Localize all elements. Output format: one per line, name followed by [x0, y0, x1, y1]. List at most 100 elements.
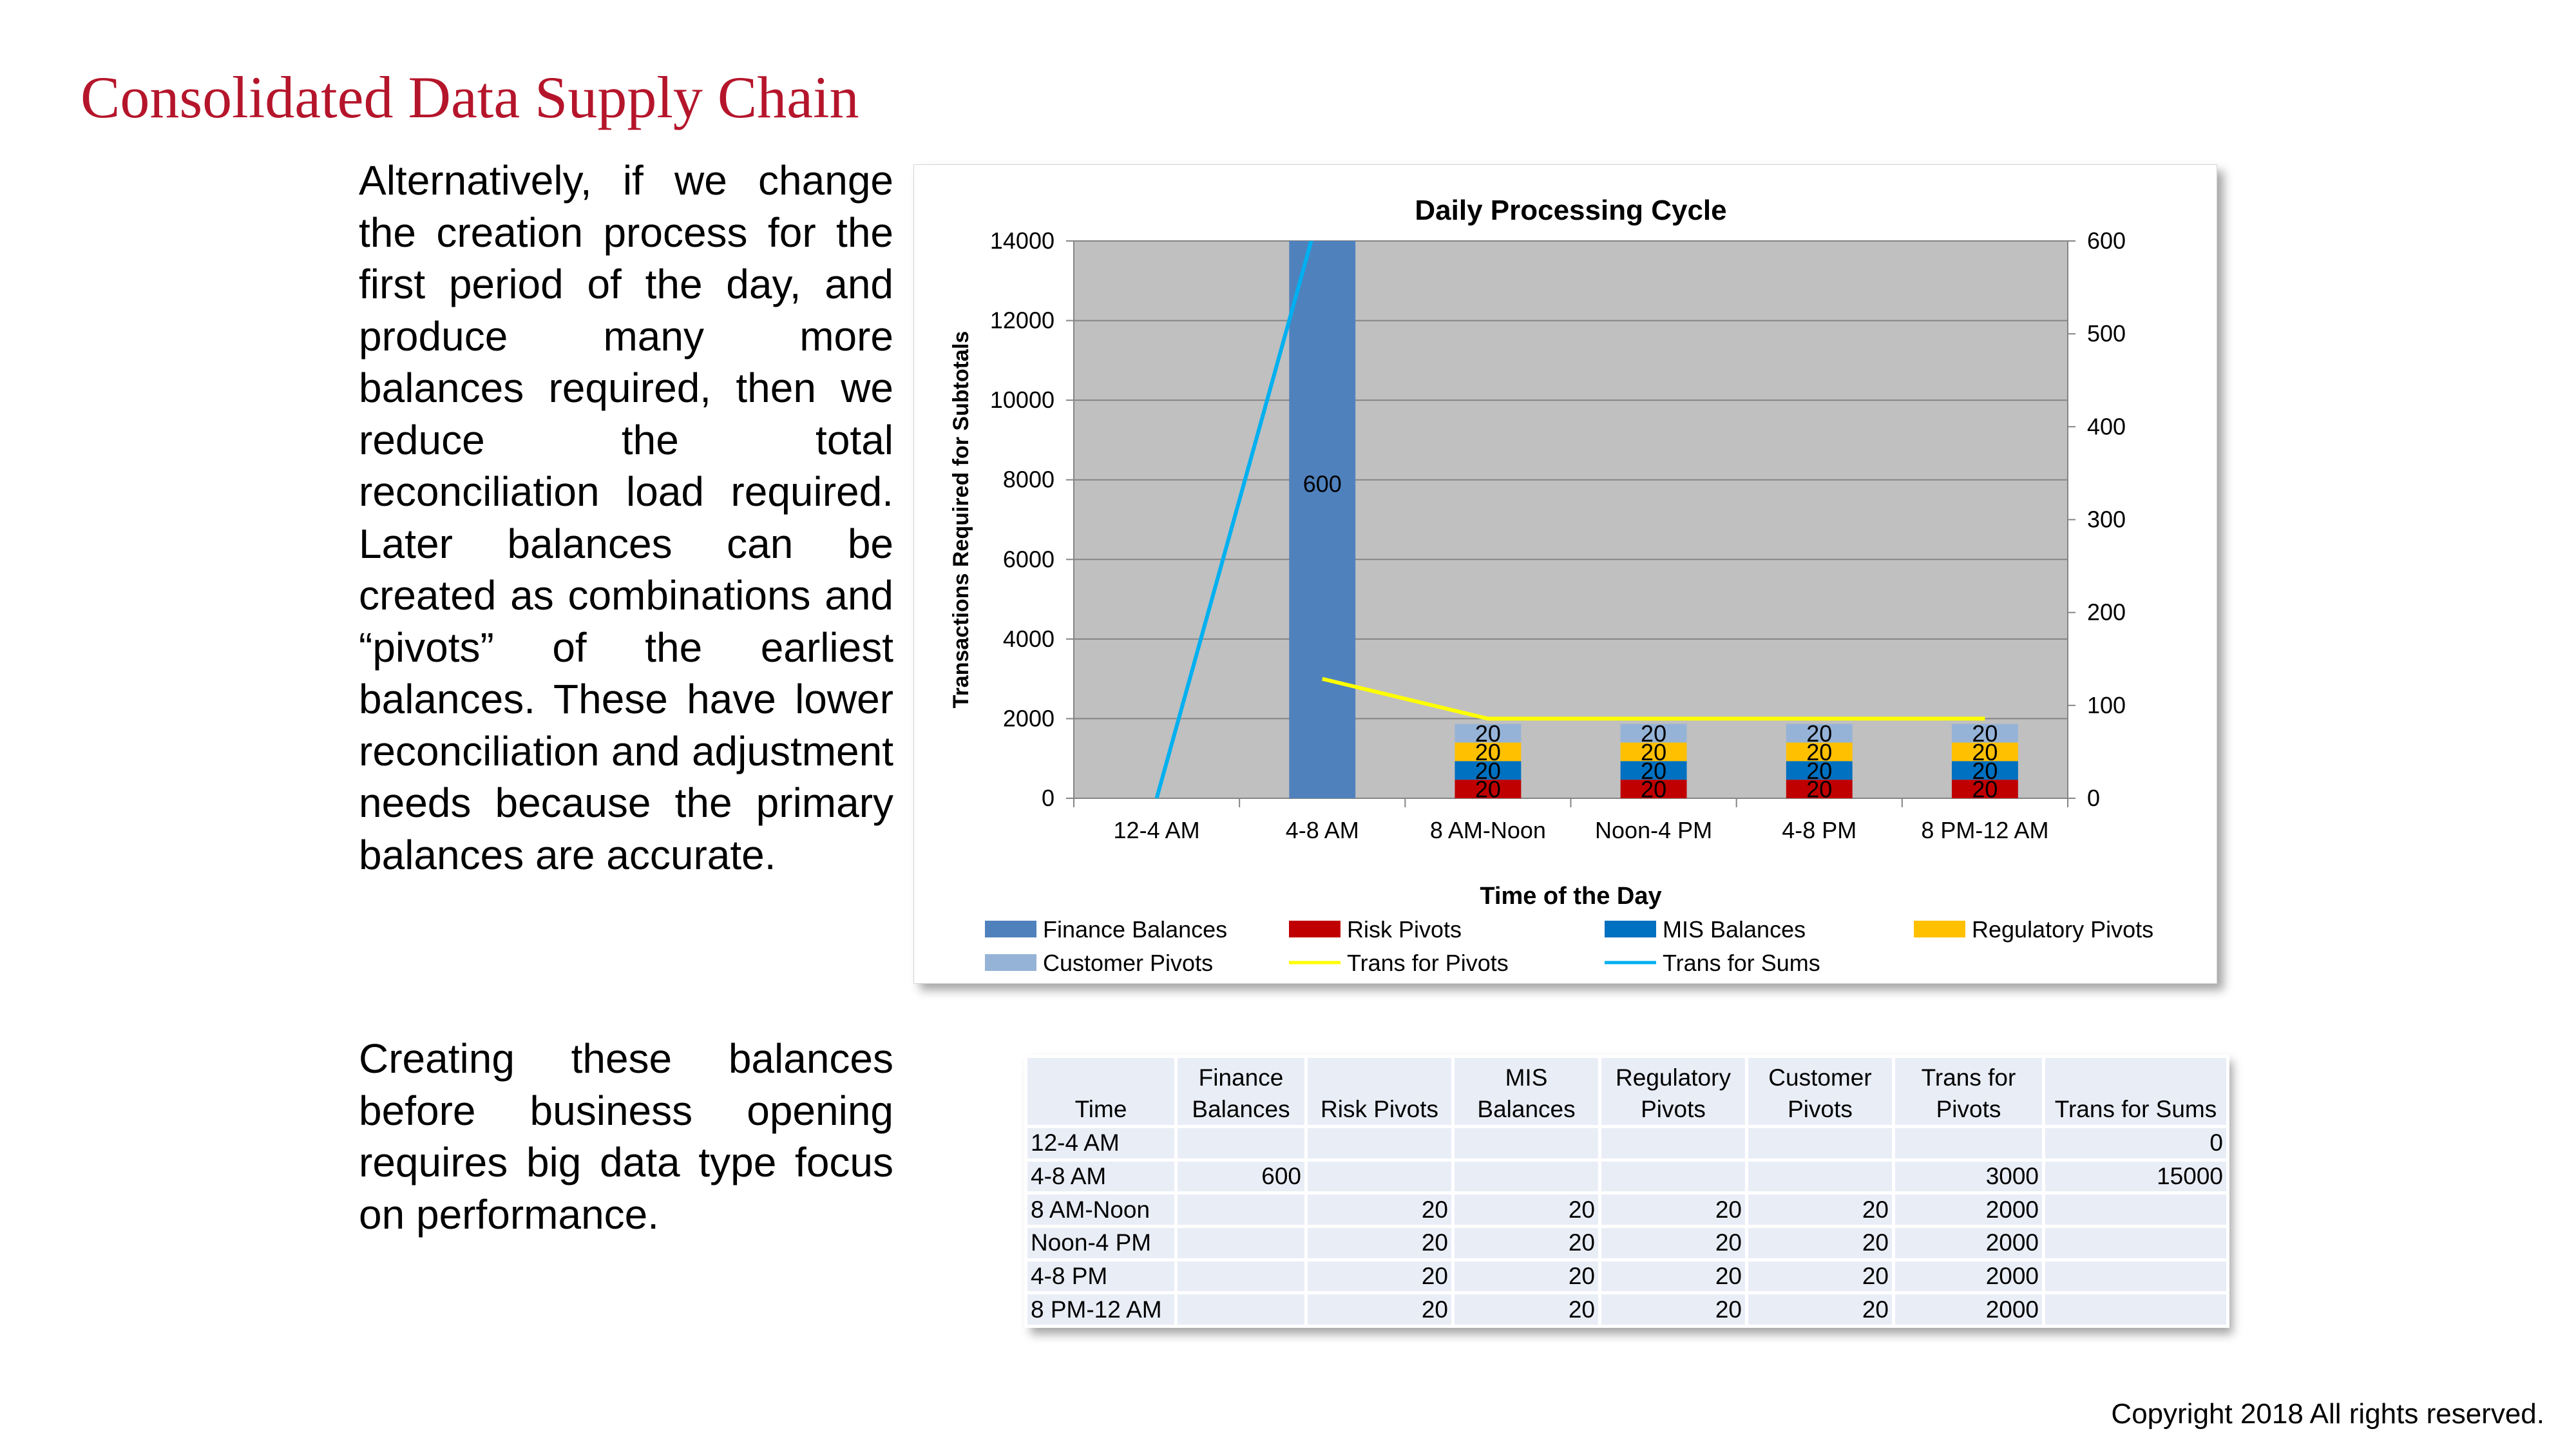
customer-pivots-bar	[1786, 724, 1853, 743]
legend-label: MIS Balances	[1663, 916, 1806, 943]
table-cell: 20	[1598, 1291, 1748, 1328]
slide-title: Consolidated Data Supply Chain	[81, 64, 859, 130]
plot-marks	[1154, 241, 2018, 798]
pivot-data-label: 20	[1806, 758, 1832, 784]
y-tick-label: 10000	[990, 387, 1054, 413]
pivot-data-label: 20	[1475, 758, 1501, 784]
y-tick-label: 2000	[1003, 705, 1054, 731]
legend-swatch	[985, 954, 1036, 971]
table-row: 12-4 AM 0	[1024, 1125, 2229, 1162]
x-tick-label: 8 AM-Noon	[1430, 817, 1546, 843]
table-header-cell: Risk Pivots	[1304, 1055, 1455, 1128]
legend-label: Risk Pivots	[1347, 916, 1462, 943]
legend-swatch	[1289, 921, 1340, 937]
pivot-data-label: 20	[1972, 776, 1998, 803]
table-cell	[1304, 1158, 1455, 1195]
table-header-cell: Trans for Sums	[2042, 1055, 2229, 1128]
table-cell: 20	[1304, 1291, 1455, 1328]
table-row-label: 4-8 AM	[1024, 1158, 1178, 1195]
y-tick-label: 14000	[990, 227, 1054, 254]
table-header-cell: MIS Balances	[1451, 1055, 1601, 1128]
data-table-container: Time Finance Balances Risk Pivots MIS Balan…	[1024, 1055, 2229, 1328]
table-header-cell: Time	[1024, 1055, 1178, 1128]
x-tick-label: 4-8 PM	[1782, 817, 1856, 843]
pivot-data-label: 20	[1475, 720, 1501, 747]
table-row: 4-8 PM 20 20 20 20 2000	[1024, 1258, 2229, 1295]
body-paragraph-1: Alternatively, if we change the creation…	[359, 157, 893, 878]
risk-pivots-bar	[1786, 780, 1853, 798]
pivot-data-label: 20	[1972, 720, 1998, 747]
table-row-label: 4-8 PM	[1024, 1258, 1178, 1295]
table-cell	[1451, 1125, 1601, 1162]
table-cell	[2042, 1224, 2229, 1262]
x-axis-title: Time of the Day	[1480, 883, 1661, 910]
y2-tick-label: 100	[2087, 692, 2126, 718]
mis-balances-bar	[1620, 761, 1687, 780]
table-row-label: 8 AM-Noon	[1024, 1191, 1178, 1228]
trans-for-sums-line	[1154, 241, 1313, 798]
plot-area	[1074, 241, 2068, 798]
legend-label: Regulatory Pivots	[1972, 916, 2153, 943]
table-cell: 20	[1451, 1258, 1601, 1295]
legend-label: Finance Balances	[1043, 916, 1227, 943]
customer-pivots-bar	[1620, 724, 1687, 743]
regulatory-pivots-bar	[1786, 742, 1853, 762]
legend-label: Trans for Sums	[1663, 950, 1820, 976]
legend-swatch	[985, 921, 1036, 937]
table-cell	[2042, 1291, 2229, 1328]
regulatory-pivots-bar	[1620, 742, 1687, 762]
legend-label: Customer Pivots	[1043, 950, 1213, 976]
legend-swatch	[1605, 921, 1656, 937]
y-tick-label: 4000	[1003, 626, 1054, 652]
pivot-data-label: 20	[1806, 739, 1832, 765]
table-header-row: Time Finance Balances Risk Pivots MIS Balan…	[1024, 1055, 2229, 1128]
chart-title: Daily Processing Cycle	[1415, 195, 1726, 226]
table-header-cell: Finance Balances	[1174, 1055, 1308, 1128]
table-row: 4-8 AM 600 3000 15000	[1024, 1158, 2229, 1195]
table-cell: 3000	[1892, 1158, 2045, 1195]
table-cell: 2000	[1892, 1258, 2045, 1295]
y2-tick-label: 500	[2087, 320, 2126, 347]
table-cell	[1174, 1224, 1308, 1262]
x-tick-label: 4-8 AM	[1286, 817, 1359, 843]
table-cell	[1892, 1125, 2045, 1162]
table-cell: 20	[1745, 1258, 1895, 1295]
table-cell: 2000	[1892, 1224, 2045, 1262]
pivot-data-label: 20	[1641, 758, 1666, 784]
table-cell	[2042, 1258, 2229, 1295]
pivot-data-label: 20	[1972, 758, 1998, 784]
legend-label: Trans for Pivots	[1347, 950, 1509, 976]
y-axis-title: Transactions Required for Subtotals	[949, 331, 973, 709]
y2-tick-label: 200	[2087, 599, 2126, 626]
table-cell: 0	[2042, 1125, 2229, 1162]
daily-processing-chart: 0 2000 4000 6000 8000 10000 12000 14000 0 100 200 3…	[949, 195, 2153, 976]
pivot-data-label: 20	[1641, 720, 1666, 747]
customer-pivots-bar	[1951, 724, 2018, 743]
risk-pivots-bar	[1620, 780, 1687, 798]
table-cell	[2042, 1191, 2229, 1228]
table-cell: 20	[1745, 1224, 1895, 1262]
y2-tick-label: 300	[2087, 506, 2126, 533]
table-cell	[1174, 1125, 1308, 1162]
table-cell: 2000	[1892, 1191, 2045, 1228]
y-tick-label: 8000	[1003, 466, 1054, 493]
table-cell: 20	[1598, 1224, 1748, 1262]
pivot-data-label: 20	[1806, 720, 1832, 747]
chart-container: 0 2000 4000 6000 8000 10000 12000 14000 0 100 200 3…	[913, 164, 2217, 984]
table-cell: 15000	[2042, 1158, 2229, 1195]
table-cell	[1174, 1291, 1308, 1328]
table-row: 8 PM-12 AM 20 20 20 20 2000	[1024, 1291, 2229, 1328]
x-tick-label: 8 PM-12 AM	[1921, 817, 2048, 843]
mis-balances-bar	[1455, 761, 1522, 780]
x-tick-label: Noon-4 PM	[1595, 817, 1712, 843]
table-cell	[1451, 1158, 1601, 1195]
table-cell: 20	[1598, 1191, 1748, 1228]
table-cell: 20	[1451, 1224, 1601, 1262]
regulatory-pivots-bar	[1951, 742, 2018, 762]
y2-tick-label: 600	[2087, 227, 2126, 254]
copyright-notice: Copyright 2018 All rights reserved.	[2111, 1398, 2544, 1430]
table-cell	[1598, 1158, 1748, 1195]
finance-balances-bar	[1289, 241, 1356, 798]
pivot-data-label: 20	[1806, 776, 1832, 803]
y-tick-label: 6000	[1003, 546, 1054, 572]
